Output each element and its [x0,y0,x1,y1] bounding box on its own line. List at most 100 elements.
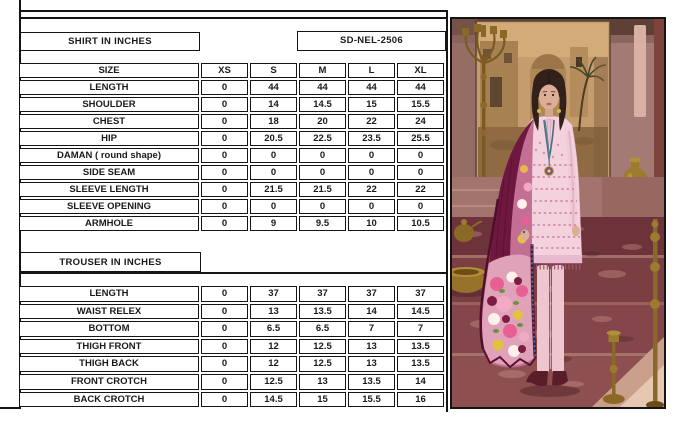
table-row: DAMAN ( round shape) 0 0 0 0 0 [19,148,444,163]
article-code-box: SD-NEL-2506 [297,31,446,51]
row-label: ARMHOLE [19,216,199,231]
model-trousers [537,265,564,373]
table-row: ARMHOLE 0 9 9.5 10 10.5 [19,216,444,231]
column-header-m: M [299,63,346,78]
doorway-light [634,25,646,117]
table-row: BOTTOM 0 6.5 6.5 7 7 [19,321,444,337]
cell-value: 12.5 [299,356,346,372]
cell-value: 0 [250,199,297,214]
model-dress [517,115,583,270]
row-label: FRONT CROTCH [19,373,199,390]
trouser-size-table: LENGTH 0 37 37 37 37 WAIST RELEX 0 13 13.5 14 14.5 B… [17,284,446,409]
grid-line-top-2 [19,17,446,20]
cell-value: 22.5 [299,131,346,146]
brass-bowl [452,267,487,297]
table-row: SHOULDER 0 14 14.5 15 15.5 [19,97,444,112]
cell-value: 37 [348,286,395,302]
cell-value: 0 [299,165,346,180]
cell-value: 0 [250,165,297,180]
column-header-s: S [250,63,297,78]
cell-value: 14.5 [397,303,444,320]
brass-jug [454,219,483,242]
table-row: FRONT CROTCH 0 12.5 13 13.5 14 [19,373,444,390]
cell-value: 20 [299,114,346,129]
row-label: LENGTH [19,80,199,95]
cell-value: 24 [397,114,444,129]
cell-value: 13.5 [299,303,346,320]
cell-value: 0 [201,303,248,320]
cell-value: 13.5 [397,338,444,355]
palm-tree [569,56,607,132]
cell-value: 0 [201,148,248,163]
table-row: SIDE SEAM 0 0 0 0 0 [19,165,444,180]
table-row: THIGH FRONT 0 12 12.5 13 13.5 [19,338,444,355]
cell-value: 44 [250,80,297,95]
model-head [531,69,567,131]
column-header-xs: XS [201,63,248,78]
column-header-size: SIZE [19,63,199,78]
shirt-section-title: SHIRT IN INCHES [68,36,152,47]
cell-value: 44 [299,80,346,95]
cell-value: 23.5 [348,131,395,146]
cell-value: 12 [250,356,297,372]
model-shoes [526,371,568,387]
cell-value: 0 [250,148,297,163]
cell-value: 22 [348,182,395,197]
cell-value: 14.5 [250,391,297,408]
cell-value: 10 [348,216,395,231]
model-shadow [520,385,580,397]
cell-value: 18 [250,114,297,129]
cell-value: 13 [348,356,395,372]
cell-value: 0 [201,165,248,180]
row-label: THIGH BACK [19,356,199,372]
cell-value: 14 [348,303,395,320]
shirt-section-header-box: SHIRT IN INCHES [20,32,200,51]
cell-value: 0 [201,391,248,408]
row-label: HIP [19,131,199,146]
table-row: BACK CROTCH 0 14.5 15 15.5 16 [19,391,444,408]
cell-value: 7 [348,321,395,337]
table-row: SLEEVE OPENING 0 0 0 0 0 [19,199,444,214]
row-label: BACK CROTCH [19,391,199,408]
model-dupatta [479,119,537,369]
cell-value: 14 [250,97,297,112]
cell-value: 0 [348,199,395,214]
cell-value: 0 [397,199,444,214]
dupatta-flowers [487,165,533,357]
row-label: DAMAN ( round shape) [19,148,199,163]
product-photo-scene [452,19,664,407]
table-row: LENGTH 0 44 44 44 44 [19,80,444,95]
cell-value: 37 [250,286,297,302]
row-label: LENGTH [19,286,199,302]
grid-line-under-trouser-header [19,272,446,275]
table-row: SLEEVE LENGTH 0 21.5 21.5 22 22 [19,182,444,197]
cell-value: 22 [397,182,444,197]
cell-value: 21.5 [250,182,297,197]
grid-line-bottom-stub [0,407,21,410]
cell-value: 44 [348,80,395,95]
model-necklace [543,119,555,176]
trouser-section-header-box: TROUSER IN INCHES [20,252,201,272]
column-header-l: L [348,63,395,78]
row-label: SLEEVE LENGTH [19,182,199,197]
article-code: SD-NEL-2506 [340,35,403,47]
brass-candlestick [602,330,625,404]
cell-value: 44 [397,80,444,95]
brass-stand [646,219,664,407]
cell-value: 22 [348,114,395,129]
table-row: LENGTH 0 37 37 37 37 [19,286,444,302]
cell-value: 15.5 [348,391,395,408]
shirt-table-header-row: SIZE XS S M L XL [19,63,444,78]
cell-value: 0 [201,199,248,214]
cell-value: 0 [201,114,248,129]
cell-value: 0 [348,165,395,180]
table-row: WAIST RELEX 0 13 13.5 14 14.5 [19,303,444,320]
cell-value: 0 [201,321,248,337]
grid-line-right [446,10,449,412]
row-label: CHEST [19,114,199,129]
cell-value: 20.5 [250,131,297,146]
cell-value: 6.5 [250,321,297,337]
cell-value: 25.5 [397,131,444,146]
table-row: HIP 0 20.5 22.5 23.5 25.5 [19,131,444,146]
